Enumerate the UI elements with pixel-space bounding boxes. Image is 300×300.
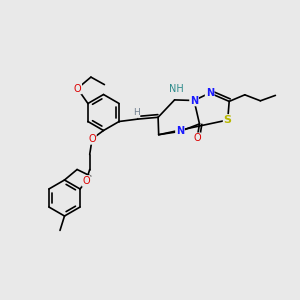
Text: O: O <box>74 83 81 94</box>
Text: N: N <box>206 88 214 98</box>
Text: N: N <box>190 95 198 106</box>
Text: NH: NH <box>169 84 184 94</box>
Text: N: N <box>176 126 184 136</box>
Text: H: H <box>133 108 140 117</box>
Text: S: S <box>224 115 232 125</box>
Text: O: O <box>82 176 90 186</box>
Text: O: O <box>88 134 96 144</box>
Text: O: O <box>193 133 201 143</box>
